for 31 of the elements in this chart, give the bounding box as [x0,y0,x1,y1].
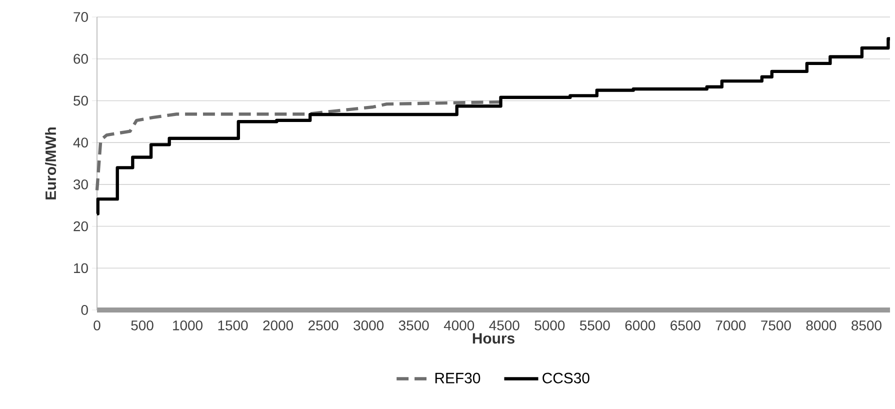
x-tick-label: 500 [131,320,154,330]
x-tick-label: 6500 [670,320,700,330]
y-axis-title: Euro/MWh [45,127,56,200]
x-tick-label: 4000 [444,320,474,330]
y-tick-label: 50 [74,96,88,106]
x-tick-label: 2000 [263,320,294,330]
x-tick-label: 1500 [218,320,248,330]
x-tick-label: 3500 [398,320,429,330]
line-series [95,100,502,192]
y-tick-label: 0 [81,305,88,315]
x-tick-label: 4500 [489,320,520,330]
x-tick-label: 5000 [534,320,565,330]
x-tick-label: 2500 [308,320,338,330]
legend-label: CCS30 [542,372,590,384]
x-tick-label: 5500 [580,320,610,330]
x-tick-label: 7000 [716,320,746,330]
y-tick-label: 10 [74,263,88,274]
x-tick-label: 0 [94,320,100,330]
y-tick-label: 30 [74,179,88,190]
x-tick-label: 1000 [173,320,202,330]
x-tick-label: 8500 [852,320,882,330]
x-axis-title: Hours [472,333,514,344]
y-tick-label: 40 [73,138,88,148]
legend-label: REF30 [435,372,480,384]
x-tick-label: 7500 [761,320,791,330]
x-tick-label: 8000 [806,320,836,330]
x-tick-label: 3000 [354,320,384,330]
y-tick-label: 20 [74,221,88,232]
y-tick-label: 60 [74,54,88,64]
y-tick-label: 70 [74,12,88,22]
x-tick-label: 6000 [625,320,656,330]
